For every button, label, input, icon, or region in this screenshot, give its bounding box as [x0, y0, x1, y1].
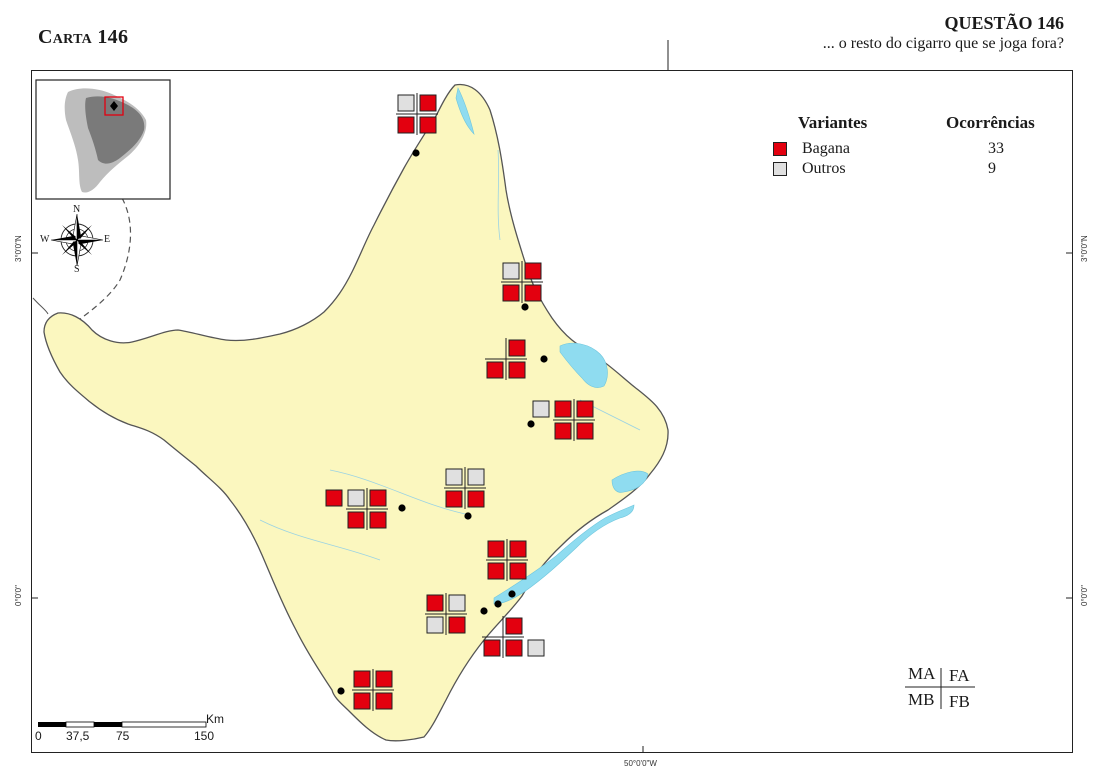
bagana-square — [347, 511, 365, 529]
compass-w: W — [40, 234, 50, 245]
compass-n: N — [73, 204, 81, 215]
bagana-square — [502, 284, 520, 302]
scale-unit: Km — [206, 712, 224, 726]
scale-tick-3: 150 — [194, 729, 215, 743]
scale-tick-1: 37,5 — [66, 729, 90, 743]
bagana-square — [554, 422, 572, 440]
bagana-square — [483, 639, 501, 657]
bagana-square — [375, 692, 393, 710]
border-dashed-line — [54, 197, 132, 333]
bagana-square — [353, 670, 371, 688]
compass-e: E — [104, 234, 111, 245]
bagana-square — [467, 490, 485, 508]
legend-label: Outros — [802, 160, 846, 177]
amazon-river — [493, 504, 635, 605]
bagana-square — [487, 562, 505, 580]
bagana-square — [426, 594, 444, 612]
latitude-label-right-lower: 0°0'0" — [1080, 585, 1089, 606]
bagana-square — [419, 116, 437, 134]
bagana-square — [486, 361, 504, 379]
legend-item-outros: Outros 9 — [770, 160, 1050, 180]
bagana-square — [524, 284, 542, 302]
legend-swatch-gray — [773, 162, 787, 176]
question-text: ... o resto do cigarro que se joga fora? — [822, 35, 1064, 52]
locality-dot — [480, 607, 488, 615]
locality-dot — [494, 600, 502, 608]
outros-square — [532, 400, 550, 418]
locality-dot — [540, 355, 548, 363]
bagana-square — [554, 400, 572, 418]
outros-square — [347, 489, 365, 507]
key-divider — [905, 668, 975, 709]
border-line — [32, 297, 49, 315]
brazil-shape — [85, 96, 145, 164]
outros-square — [502, 262, 520, 280]
scale-bar — [38, 721, 207, 728]
north-river — [455, 87, 475, 135]
locality-dot — [337, 687, 345, 695]
bagana-square — [445, 490, 463, 508]
bagana-square — [576, 400, 594, 418]
latitude-label-right-upper: 3°0'0"N — [1080, 235, 1089, 262]
bagana-square — [325, 489, 343, 507]
lake-water — [559, 342, 608, 388]
bagana-square — [353, 692, 371, 710]
bagana-square — [419, 94, 437, 112]
bagana-square — [487, 540, 505, 558]
compass-rose-icon — [50, 213, 104, 267]
bagana-square — [576, 422, 594, 440]
bay-water — [611, 470, 649, 493]
bagana-square — [397, 116, 415, 134]
legend-header-occurrences: Ocorrências — [946, 113, 1035, 132]
locality-dot — [527, 420, 535, 428]
inset-map — [35, 79, 171, 200]
key-bottom-left: MB — [908, 690, 935, 709]
key-top-right: FA — [949, 666, 970, 685]
legend-count: 9 — [988, 160, 996, 177]
latitude-label-left-lower: 0°0'0" — [14, 585, 23, 606]
bagana-square — [505, 617, 523, 635]
bagana-square — [505, 639, 523, 657]
bagana-square — [508, 361, 526, 379]
scale-tick-2: 75 — [116, 729, 130, 743]
question-number: QUESTÃO 146 — [944, 13, 1064, 33]
locality-dot — [521, 303, 529, 311]
legend-item-bagana: Bagana 33 — [770, 140, 1050, 160]
outros-square — [527, 639, 545, 657]
outros-square — [426, 616, 444, 634]
locality-dot — [464, 512, 472, 520]
bagana-square — [509, 540, 527, 558]
longitude-label: 50°0'0"W — [624, 759, 657, 768]
outros-square — [448, 594, 466, 612]
locality-dot — [412, 149, 420, 157]
key-top-left: MA — [908, 664, 936, 683]
outros-square — [445, 468, 463, 486]
bagana-square — [448, 616, 466, 634]
legend-header-variants: Variantes — [798, 113, 868, 132]
outros-square — [397, 94, 415, 112]
key-bottom-right: FB — [949, 692, 970, 711]
locality-dot — [508, 590, 516, 598]
bagana-square — [369, 489, 387, 507]
bagana-square — [524, 262, 542, 280]
legend-swatch-red — [773, 142, 787, 156]
legend-label: Bagana — [802, 140, 850, 157]
symbol-layer — [325, 93, 595, 711]
bagana-square — [369, 511, 387, 529]
outros-square — [467, 468, 485, 486]
legend-count: 33 — [988, 140, 1004, 157]
compass-s: S — [74, 264, 80, 275]
bagana-square — [375, 670, 393, 688]
locality-dot — [398, 504, 406, 512]
scale-tick-0: 0 — [35, 729, 42, 743]
bagana-square — [508, 339, 526, 357]
latitude-label-left-upper: 3°0'0"N — [14, 235, 23, 262]
map-frame — [31, 70, 1073, 753]
bagana-square — [509, 562, 527, 580]
map-title: Carta 146 — [38, 26, 129, 48]
